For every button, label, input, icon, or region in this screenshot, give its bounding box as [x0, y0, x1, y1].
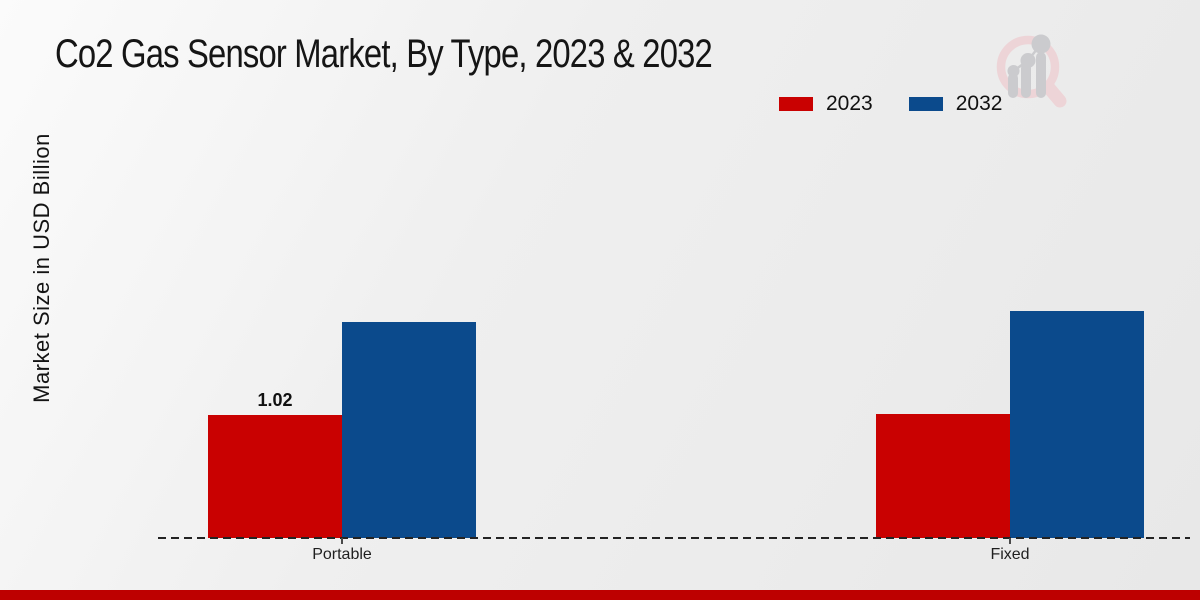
category-label-fixed: Fixed — [990, 546, 1030, 563]
legend-swatch-2032 — [908, 97, 943, 111]
legend-item-2032: 2032 — [908, 92, 1003, 116]
plot-area: Portable Fixed 1.02 — [158, 98, 1190, 563]
chart-title: Co2 Gas Sensor Market, By Type, 2023 & 2… — [55, 32, 713, 76]
bar-portable-2023 — [208, 415, 342, 538]
bar-portable-2032 — [342, 322, 476, 538]
bar-fixed-2032 — [1010, 311, 1144, 538]
x-tick-portable — [341, 538, 343, 544]
category-label-portable: Portable — [312, 546, 372, 563]
trend-bars-icon — [1007, 34, 1051, 98]
legend-swatch-2023 — [779, 97, 813, 111]
legend: 2023 2032 — [779, 92, 1002, 116]
x-axis-line — [158, 537, 1190, 539]
x-tick-fixed — [1009, 538, 1011, 544]
legend-label-2032: 2032 — [955, 92, 1003, 115]
legend-label-2023: 2023 — [826, 92, 873, 115]
bar-fixed-2023 — [876, 414, 1010, 538]
footer-accent-bar — [0, 590, 1200, 600]
brand-magnifier-chart-logo — [996, 34, 1067, 108]
y-axis-label: Market Size in USD Billion — [29, 133, 54, 403]
legend-item-2023: 2023 — [779, 92, 873, 116]
bar-value-label-portable-2023: 1.02 — [257, 390, 293, 410]
